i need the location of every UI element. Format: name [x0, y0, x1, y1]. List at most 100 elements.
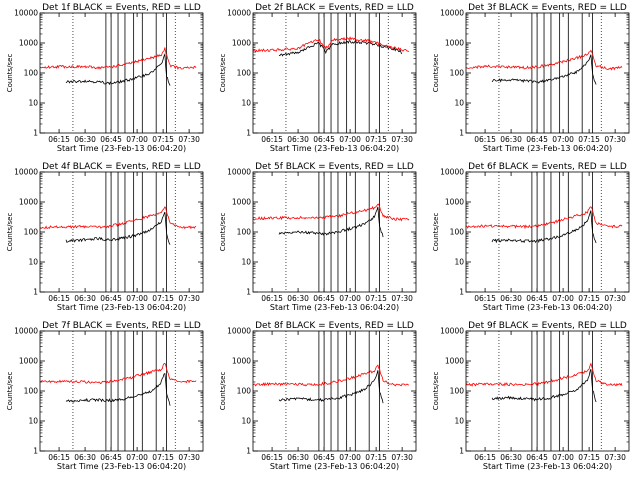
y-tick-label: 10 [28, 99, 38, 108]
x-tick-label: 07:30 [178, 294, 200, 303]
x-tick-label: 06:45 [526, 294, 548, 303]
y-tick-label: 10000 [227, 327, 251, 336]
x-tick-label: 07:30 [391, 135, 413, 144]
y-tick-label: 10000 [440, 327, 464, 336]
events-series-line [65, 211, 171, 245]
y-tick-label: 1 [33, 288, 38, 297]
y-axis-label: Counts/sec [219, 213, 227, 252]
events-series-line [278, 206, 384, 238]
chart-panel-3: Det 3f BLACK = Events, RED = LLD 1 10 100 10… [432, 3, 630, 153]
x-tick-label: 07:15 [365, 135, 387, 144]
y-tick-label: 10000 [14, 168, 38, 177]
y-tick-label: 1000 [19, 39, 38, 48]
x-tick-label: 07:30 [391, 453, 413, 462]
x-tick-label: 06:45 [100, 135, 122, 144]
plot-frame [465, 330, 630, 452]
y-tick-label: 10 [241, 417, 251, 426]
chart-panel-9: Det 9f BLACK = Events, RED = LLD 1 10 100 10… [432, 321, 630, 471]
plot-frame [39, 12, 204, 134]
x-tick-label: 07:00 [552, 135, 574, 144]
lld-series-line [252, 36, 410, 53]
chart-title: Det 3f BLACK = Events, RED = LLD [468, 3, 627, 13]
x-tick-label: 07:30 [604, 294, 626, 303]
chart-panel-1: Det 1f BLACK = Events, RED = LLD 1 10 100 10… [6, 3, 204, 153]
x-tick-label: 07:00 [552, 294, 574, 303]
chart-title: Det 4f BLACK = Events, RED = LLD [42, 162, 201, 172]
y-axis-label: Counts/sec [432, 54, 440, 93]
events-series-line [491, 210, 597, 244]
x-tick-label: 07:00 [126, 453, 148, 462]
x-tick-label: 06:30 [500, 453, 522, 462]
chart-title: Det 5f BLACK = Events, RED = LLD [255, 162, 414, 172]
lld-series-line [252, 203, 410, 222]
chart-title: Det 7f BLACK = Events, RED = LLD [42, 321, 201, 331]
x-tick-label: 07:15 [578, 453, 600, 462]
x-tick-label: 07:00 [126, 135, 148, 144]
events-series-line [278, 370, 384, 404]
x-tick-label: 06:30 [74, 294, 96, 303]
y-tick-label: 10000 [440, 9, 464, 18]
events-series-line [65, 52, 171, 86]
chart-title: Det 9f BLACK = Events, RED = LLD [468, 321, 627, 331]
x-tick-label: 07:00 [126, 294, 148, 303]
y-tick-label: 100 [450, 69, 465, 78]
y-tick-label: 1 [459, 129, 464, 138]
plot-frame [252, 171, 417, 293]
x-tick-label: 07:15 [578, 294, 600, 303]
plot-frame [39, 171, 204, 293]
x-tick-label: 06:15 [48, 453, 70, 462]
y-tick-label: 10000 [227, 168, 251, 177]
x-axis-label: Start Time (23-Feb-13 06:04:20) [483, 462, 612, 471]
x-tick-label: 06:45 [313, 135, 335, 144]
y-tick-label: 1000 [445, 198, 464, 207]
x-tick-label: 07:15 [152, 135, 174, 144]
y-tick-label: 1000 [232, 39, 251, 48]
y-tick-label: 10 [241, 99, 251, 108]
y-tick-label: 10000 [14, 327, 38, 336]
y-tick-label: 1 [33, 447, 38, 456]
y-tick-label: 10 [28, 417, 38, 426]
y-tick-label: 10 [454, 99, 464, 108]
y-tick-label: 100 [237, 228, 252, 237]
y-tick-label: 100 [237, 69, 252, 78]
x-axis-label: Start Time (23-Feb-13 06:04:20) [483, 303, 612, 312]
x-tick-label: 07:00 [339, 453, 361, 462]
y-tick-label: 1 [246, 288, 251, 297]
x-tick-label: 06:30 [500, 294, 522, 303]
x-tick-label: 07:15 [152, 453, 174, 462]
plot-frame [465, 171, 630, 293]
chart-panel-8: Det 8f BLACK = Events, RED = LLD 1 10 100 10… [219, 321, 417, 471]
y-tick-label: 1 [459, 288, 464, 297]
x-tick-label: 07:15 [578, 135, 600, 144]
x-tick-label: 06:30 [74, 135, 96, 144]
y-tick-label: 1000 [232, 198, 251, 207]
y-tick-label: 1000 [445, 39, 464, 48]
y-tick-label: 10 [454, 258, 464, 267]
x-axis-label: Start Time (23-Feb-13 06:04:20) [270, 303, 399, 312]
x-tick-label: 07:30 [604, 135, 626, 144]
x-axis-label: Start Time (23-Feb-13 06:04:20) [57, 462, 186, 471]
x-tick-label: 06:30 [287, 453, 309, 462]
x-tick-label: 07:30 [604, 453, 626, 462]
chart-panel-2: Det 2f BLACK = Events, RED = LLD 1 10 100 10… [219, 3, 417, 153]
y-axis-label: Counts/sec [432, 372, 440, 411]
y-tick-label: 100 [24, 228, 39, 237]
x-tick-label: 06:45 [100, 453, 122, 462]
y-axis-label: Counts/sec [6, 372, 14, 411]
x-tick-label: 07:15 [365, 453, 387, 462]
x-tick-label: 06:15 [474, 453, 496, 462]
y-tick-label: 1 [459, 447, 464, 456]
lld-series-line [465, 206, 623, 230]
events-series-line [65, 373, 171, 406]
x-axis-label: Start Time (23-Feb-13 06:04:20) [57, 303, 186, 312]
chart-panel-6: Det 6f BLACK = Events, RED = LLD 1 10 100 10… [432, 162, 630, 312]
x-tick-label: 06:30 [74, 453, 96, 462]
y-tick-label: 10000 [227, 9, 251, 18]
y-tick-label: 1000 [19, 198, 38, 207]
x-tick-label: 07:30 [178, 135, 200, 144]
x-tick-label: 07:00 [339, 294, 361, 303]
events-series-line [491, 54, 597, 85]
x-tick-label: 07:15 [365, 294, 387, 303]
chart-title: Det 1f BLACK = Events, RED = LLD [42, 3, 201, 13]
lld-series-line [252, 364, 410, 387]
